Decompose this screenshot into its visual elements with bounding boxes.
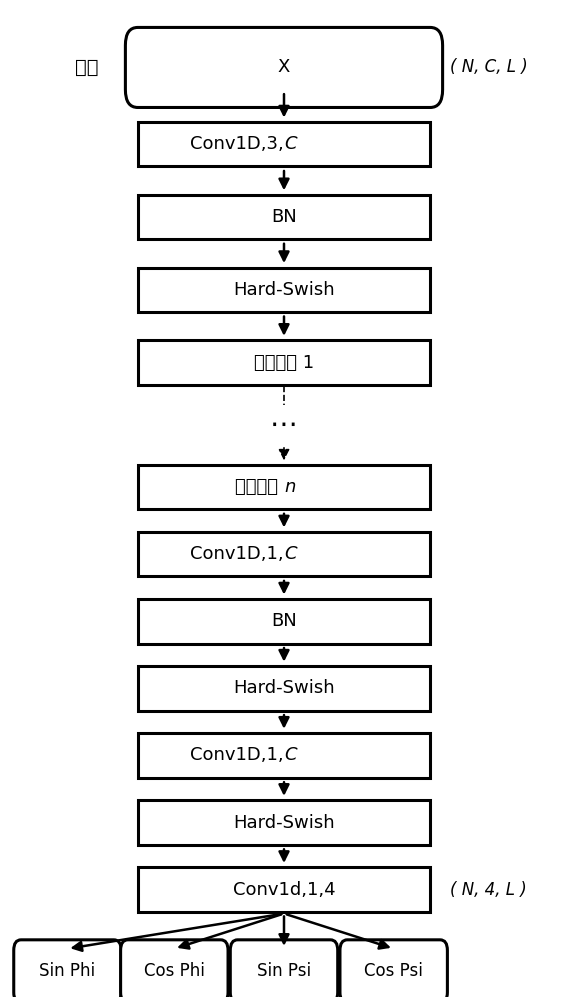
Text: BN: BN bbox=[271, 612, 297, 630]
Text: C: C bbox=[284, 746, 296, 764]
FancyBboxPatch shape bbox=[138, 599, 430, 644]
Text: Conv1D,3,: Conv1D,3, bbox=[190, 135, 284, 153]
FancyBboxPatch shape bbox=[138, 867, 430, 912]
Text: 残差模块 1: 残差模块 1 bbox=[254, 354, 314, 372]
FancyBboxPatch shape bbox=[340, 940, 448, 1000]
Text: Hard-Swish: Hard-Swish bbox=[233, 281, 335, 299]
FancyBboxPatch shape bbox=[230, 940, 338, 1000]
Text: BN: BN bbox=[271, 208, 297, 226]
Text: ( N, 4, L ): ( N, 4, L ) bbox=[450, 881, 527, 899]
Text: 残差模块: 残差模块 bbox=[235, 478, 284, 496]
Text: Hard-Swish: Hard-Swish bbox=[233, 679, 335, 697]
FancyBboxPatch shape bbox=[138, 340, 430, 385]
FancyBboxPatch shape bbox=[14, 940, 121, 1000]
FancyBboxPatch shape bbox=[138, 733, 430, 778]
FancyBboxPatch shape bbox=[138, 465, 430, 509]
Text: Cos Psi: Cos Psi bbox=[364, 962, 423, 980]
FancyBboxPatch shape bbox=[138, 666, 430, 711]
FancyBboxPatch shape bbox=[138, 122, 430, 166]
Text: Sin Psi: Sin Psi bbox=[257, 962, 311, 980]
Text: Conv1D,1,: Conv1D,1, bbox=[190, 746, 284, 764]
FancyBboxPatch shape bbox=[138, 268, 430, 312]
FancyBboxPatch shape bbox=[126, 27, 442, 107]
Text: n: n bbox=[284, 478, 295, 496]
Text: C: C bbox=[284, 135, 296, 153]
Text: 输入: 输入 bbox=[76, 58, 99, 77]
Text: X: X bbox=[278, 58, 290, 76]
FancyBboxPatch shape bbox=[138, 532, 430, 576]
FancyBboxPatch shape bbox=[120, 940, 228, 1000]
Text: C: C bbox=[284, 545, 296, 563]
Text: ( N, C, L ): ( N, C, L ) bbox=[450, 58, 528, 76]
Text: Conv1D,1,: Conv1D,1, bbox=[190, 545, 284, 563]
Text: Cos Phi: Cos Phi bbox=[144, 962, 204, 980]
Text: Conv1d,1,4: Conv1d,1,4 bbox=[233, 881, 335, 899]
Text: Sin Phi: Sin Phi bbox=[39, 962, 95, 980]
FancyBboxPatch shape bbox=[138, 195, 430, 239]
Text: Hard-Swish: Hard-Swish bbox=[233, 814, 335, 832]
Text: ⋯: ⋯ bbox=[270, 411, 298, 439]
FancyBboxPatch shape bbox=[138, 800, 430, 845]
